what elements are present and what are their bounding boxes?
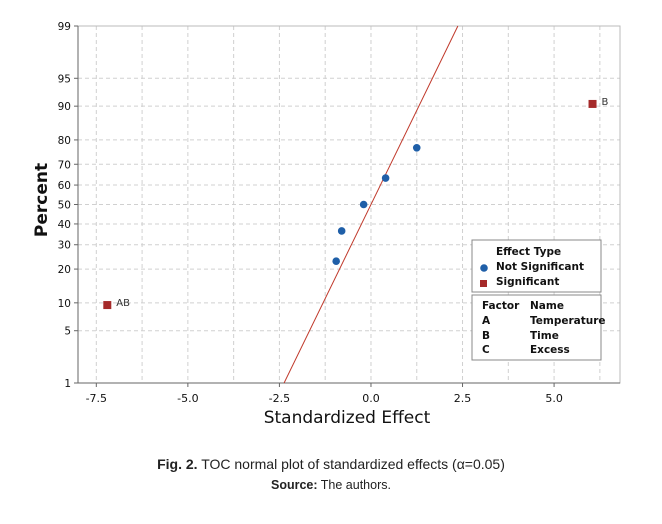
x-tick-label: -7.5	[86, 392, 107, 405]
source-label: Source:	[271, 478, 318, 492]
normal-plot: 1 5 10 20 30 40 50 60 70 80 90 95 99 -7.5 -5.0 -2.5 0.0 2…	[32, 21, 621, 428]
factor-c: C	[482, 344, 490, 356]
legend-title: Effect Type	[496, 246, 561, 258]
source-text: The authors.	[317, 478, 391, 492]
x-tick-label: -5.0	[177, 392, 198, 405]
y-tick-label: 70	[58, 159, 71, 171]
name-header: Name	[530, 300, 564, 312]
factor-b: B	[482, 330, 490, 342]
caption-label: Fig. 2.	[157, 456, 198, 472]
y-tick-label: 60	[58, 180, 71, 192]
reference-line	[283, 25, 459, 384]
y-tick-label: 95	[58, 73, 71, 85]
legend-effect-type: Effect Type Not Significant Significant	[471, 239, 602, 293]
factor-a-name: Temperature	[530, 315, 606, 327]
point-not-significant	[332, 257, 340, 265]
point-label: B	[602, 97, 609, 108]
y-tick-label: 90	[58, 101, 71, 113]
factor-b-name: Time	[530, 330, 559, 342]
point-not-significant	[412, 144, 421, 152]
x-tick-label: -2.5	[269, 392, 290, 405]
legend-marker-not-significant	[480, 264, 488, 272]
x-tick-label: 5.0	[545, 392, 563, 405]
point-significant	[103, 301, 112, 310]
legend-significant: Significant	[496, 276, 559, 288]
y-tick-label: 1	[64, 378, 71, 390]
point-not-significant	[337, 227, 346, 235]
y-tick-label: 10	[58, 298, 71, 310]
caption-text: TOC normal plot of standardized effects …	[197, 456, 505, 472]
legend-not-significant: Not Significant	[496, 261, 584, 273]
factor-c-name: Excess	[530, 344, 570, 356]
x-axis-label: Standardized Effect	[264, 408, 431, 428]
point-label: AB	[116, 298, 130, 309]
y-tick-label: 30	[58, 240, 71, 252]
figure-source: Source: The authors.	[0, 478, 662, 492]
x-tick-label: 0.0	[362, 392, 380, 405]
y-tick-label: 40	[58, 219, 71, 231]
factor-a: A	[482, 315, 491, 327]
point-not-significant	[359, 200, 368, 209]
factor-header: Factor	[482, 300, 520, 312]
figure-caption: Fig. 2. TOC normal plot of standardized …	[0, 456, 662, 472]
factor-table: Factor Name A Temperature B Time C Exces…	[471, 294, 606, 361]
point-significant	[588, 99, 597, 108]
y-tick-label: 20	[58, 264, 71, 276]
y-tick-label: 5	[64, 326, 71, 338]
y-tick-label: 50	[58, 200, 71, 212]
y-tick-label: 99	[58, 21, 71, 33]
y-tick-label: 80	[58, 135, 71, 147]
legend-marker-significant	[480, 280, 487, 287]
x-tick-label: 2.5	[454, 392, 472, 405]
point-not-significant	[381, 174, 390, 182]
y-axis-label: Percent	[32, 163, 52, 237]
